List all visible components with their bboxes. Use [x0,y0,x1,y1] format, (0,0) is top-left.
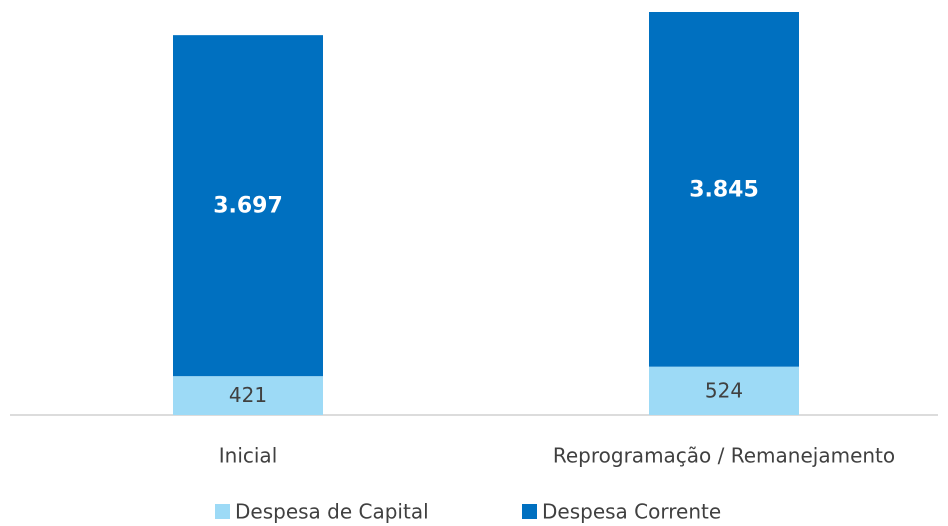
bar-segment [173,376,323,415]
data-label: 3.697 [213,194,283,219]
bar-segment [649,12,799,367]
data-label: 524 [705,378,743,402]
legend-label: Despesa de Capital [235,500,429,524]
bar-segment [649,366,799,415]
data-label: 421 [229,383,267,407]
legend-label: Despesa Corrente [542,500,721,524]
legend-swatch [522,504,537,519]
data-label: 3.845 [689,177,759,202]
x-tick-label: Inicial [219,444,278,468]
legend-swatch [215,504,230,519]
bar-segment [173,35,323,377]
x-tick-label: Reprogramação / Remanejamento [553,444,895,468]
